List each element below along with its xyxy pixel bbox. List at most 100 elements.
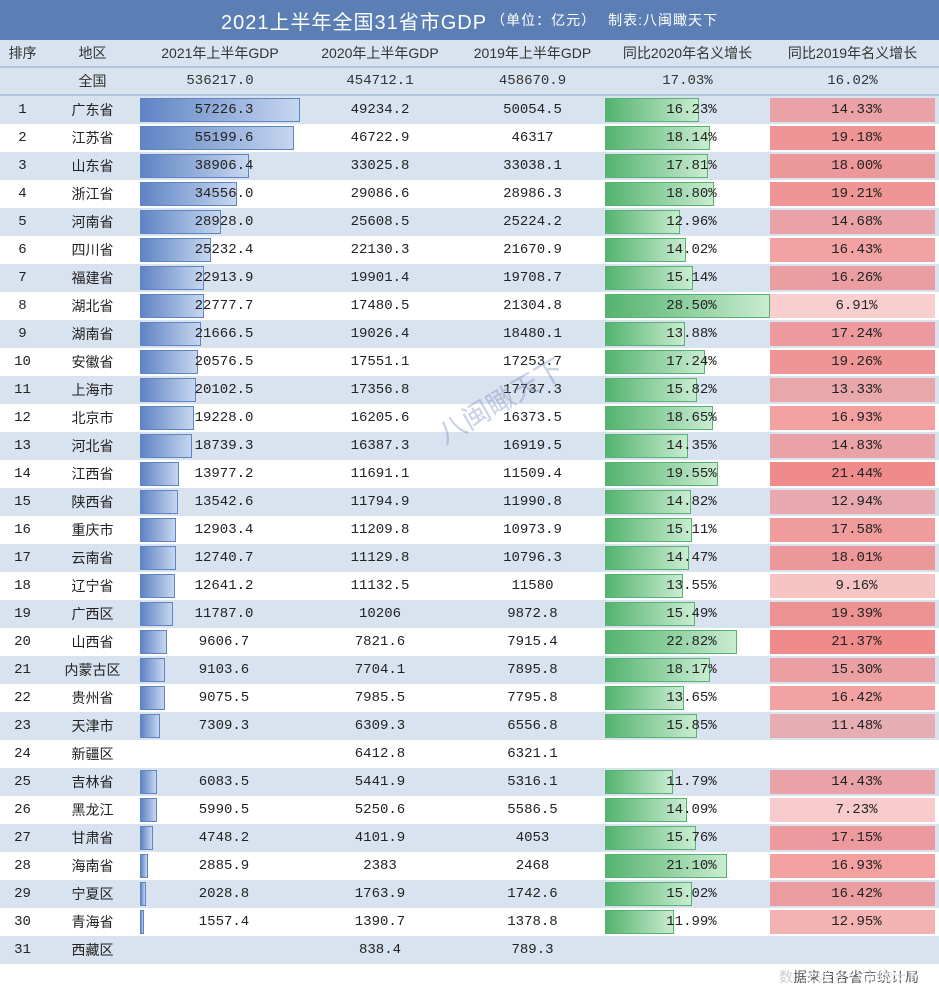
gdp-2021-cell: 9103.6 bbox=[140, 656, 300, 684]
gdp-2020-cell: 17356.8 bbox=[300, 376, 460, 404]
gdp-2021-cell: 34556.0 bbox=[140, 180, 300, 208]
gdp-2020-cell: 838.4 bbox=[300, 936, 460, 964]
table-row: 17云南省12740.711129.810796.314.47%18.01% bbox=[0, 544, 939, 572]
growth-2019-cell: 14.68% bbox=[770, 208, 935, 236]
table-row: 4浙江省34556.029086.628986.318.80%19.21% bbox=[0, 180, 939, 208]
rank-cell: 23 bbox=[0, 712, 45, 740]
gdp-2021-cell: 21666.5 bbox=[140, 320, 300, 348]
footer-brand: 企鹅号 八闽瞰天下 bbox=[777, 966, 919, 986]
rank-cell: 10 bbox=[0, 348, 45, 376]
gdp-2019-cell: 1742.6 bbox=[460, 880, 605, 908]
table-row: 6四川省25232.422130.321670.914.02%16.43% bbox=[0, 236, 939, 264]
unit-label: （单位：亿元） bbox=[491, 10, 596, 30]
rank-cell: 17 bbox=[0, 544, 45, 572]
rank-cell: 1 bbox=[0, 96, 45, 124]
table-row: 29宁夏区2028.81763.91742.615.02%16.42% bbox=[0, 880, 939, 908]
rank-cell: 11 bbox=[0, 376, 45, 404]
table-row: 7福建省22913.919901.419708.715.14%16.26% bbox=[0, 264, 939, 292]
gdp-2021-cell: 6083.5 bbox=[140, 768, 300, 796]
growth-2020-cell: 15.11% bbox=[605, 516, 770, 544]
gdp-2021-cell: 12641.2 bbox=[140, 572, 300, 600]
gdp-2021-cell: 5990.5 bbox=[140, 796, 300, 824]
growth-2020-cell: 15.49% bbox=[605, 600, 770, 628]
gdp-2020-cell: 7704.1 bbox=[300, 656, 460, 684]
gdp-2021-cell bbox=[140, 936, 300, 964]
region-cell: 山东省 bbox=[45, 152, 140, 180]
gdp-2021-cell: 11787.0 bbox=[140, 600, 300, 628]
region-cell: 黑龙江 bbox=[45, 796, 140, 824]
growth-2020-cell: 13.88% bbox=[605, 320, 770, 348]
region-cell: 甘肃省 bbox=[45, 824, 140, 852]
table-row: 1广东省57226.349234.250054.516.23%14.33% bbox=[0, 96, 939, 124]
gdp-2021-cell: 4748.2 bbox=[140, 824, 300, 852]
region-cell: 北京市 bbox=[45, 404, 140, 432]
growth-2020-cell: 13.55% bbox=[605, 572, 770, 600]
gdp-2019-cell: 21670.9 bbox=[460, 236, 605, 264]
table-row: 13河北省18739.316387.316919.514.35%14.83% bbox=[0, 432, 939, 460]
gdp-2021-cell: 1557.4 bbox=[140, 908, 300, 936]
rank-cell: 18 bbox=[0, 572, 45, 600]
gdp-2021-cell bbox=[140, 740, 300, 768]
rank-cell: 9 bbox=[0, 320, 45, 348]
table-row: 14江西省13977.211691.111509.419.55%21.44% bbox=[0, 460, 939, 488]
growth-2019-cell: 11.48% bbox=[770, 712, 935, 740]
gdp-2020-cell: 17551.1 bbox=[300, 348, 460, 376]
growth-2020-cell: 22.82% bbox=[605, 628, 770, 656]
table-row: 18辽宁省12641.211132.51158013.55%9.16% bbox=[0, 572, 939, 600]
region-cell: 陕西省 bbox=[45, 488, 140, 516]
region-cell: 西藏区 bbox=[45, 936, 140, 964]
header-growth-2019: 同比2019年名义增长 bbox=[770, 40, 935, 66]
region-cell: 安徽省 bbox=[45, 348, 140, 376]
gdp-2021-cell: 22777.7 bbox=[140, 292, 300, 320]
gdp-2020-cell: 22130.3 bbox=[300, 236, 460, 264]
gdp-2019-cell: 17253.7 bbox=[460, 348, 605, 376]
table-row: 21内蒙古区9103.67704.17895.818.17%15.30% bbox=[0, 656, 939, 684]
gdp-2019-cell: 25224.2 bbox=[460, 208, 605, 236]
gdp-2020-cell: 16205.6 bbox=[300, 404, 460, 432]
growth-2019-cell: 16.93% bbox=[770, 852, 935, 880]
region-cell: 山西省 bbox=[45, 628, 140, 656]
growth-2019-cell: 13.33% bbox=[770, 376, 935, 404]
table-row: 3山东省38906.433025.833038.117.81%18.00% bbox=[0, 152, 939, 180]
gdp-2019-cell: 10973.9 bbox=[460, 516, 605, 544]
region-cell: 广东省 bbox=[45, 96, 140, 124]
growth-2019-cell: 16.43% bbox=[770, 236, 935, 264]
gdp-2021-cell: 9606.7 bbox=[140, 628, 300, 656]
growth-2019-cell: 19.21% bbox=[770, 180, 935, 208]
table-row: 24新疆区6412.86321.1 bbox=[0, 740, 939, 768]
growth-2019-cell: 6.91% bbox=[770, 292, 935, 320]
growth-2020-cell: 11.99% bbox=[605, 908, 770, 936]
rank-cell: 15 bbox=[0, 488, 45, 516]
growth-2019-cell bbox=[770, 740, 935, 768]
gdp-2021-cell: 2028.8 bbox=[140, 880, 300, 908]
region-cell: 江西省 bbox=[45, 460, 140, 488]
growth-2019-cell: 15.30% bbox=[770, 656, 935, 684]
growth-2020-cell: 14.47% bbox=[605, 544, 770, 572]
growth-2020-cell: 15.14% bbox=[605, 264, 770, 292]
national-total-row: 全国 536217.0 454712.1 458670.9 17.03% 16.… bbox=[0, 68, 939, 96]
gdp-2020-cell: 7821.6 bbox=[300, 628, 460, 656]
rank-cell: 21 bbox=[0, 656, 45, 684]
gdp-2020-cell: 11691.1 bbox=[300, 460, 460, 488]
region-cell: 江苏省 bbox=[45, 124, 140, 152]
table-row: 5河南省28928.025608.525224.212.96%14.68% bbox=[0, 208, 939, 236]
gdp-2021-cell: 12903.4 bbox=[140, 516, 300, 544]
rank-cell: 28 bbox=[0, 852, 45, 880]
gdp-2021-cell: 55199.6 bbox=[140, 124, 300, 152]
rank-cell: 27 bbox=[0, 824, 45, 852]
region-cell: 河北省 bbox=[45, 432, 140, 460]
gdp-2020-cell: 19901.4 bbox=[300, 264, 460, 292]
table-row: 9湖南省21666.519026.418480.113.88%17.24% bbox=[0, 320, 939, 348]
gdp-2020-cell: 6412.8 bbox=[300, 740, 460, 768]
gdp-2020-cell: 5250.6 bbox=[300, 796, 460, 824]
region-cell: 海南省 bbox=[45, 852, 140, 880]
growth-2019-cell: 17.58% bbox=[770, 516, 935, 544]
header-gdp20: 2020年上半年GDP bbox=[300, 40, 460, 66]
gdp-2020-cell: 10206 bbox=[300, 600, 460, 628]
table-row: 28海南省2885.92383246821.10%16.93% bbox=[0, 852, 939, 880]
growth-2020-cell: 11.79% bbox=[605, 768, 770, 796]
gdp-2020-cell: 5441.9 bbox=[300, 768, 460, 796]
region-cell: 新疆区 bbox=[45, 740, 140, 768]
region-cell: 内蒙古区 bbox=[45, 656, 140, 684]
gdp-2019-cell: 50054.5 bbox=[460, 96, 605, 124]
